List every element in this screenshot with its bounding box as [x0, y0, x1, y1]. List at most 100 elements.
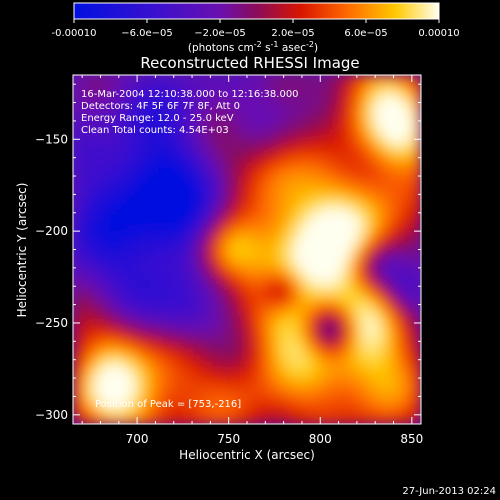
heatmap-cell [73, 321, 80, 329]
heatmap-cell [271, 393, 278, 401]
heatmap-cell [319, 81, 326, 88]
heatmap-cell [109, 249, 116, 257]
heatmap-cell [355, 231, 362, 239]
heatmap-cell [139, 357, 146, 365]
heatmap-cell [283, 99, 290, 106]
heatmap-cell [163, 111, 170, 118]
heatmap-cell [229, 309, 236, 317]
heatmap-cell [307, 177, 314, 184]
heatmap-cell [223, 159, 230, 166]
heatmap-cell [169, 387, 176, 395]
heatmap-cell [379, 393, 386, 401]
heatmap-cell [265, 207, 272, 214]
heatmap-cell [409, 159, 416, 166]
heatmap-cell [103, 285, 110, 293]
heatmap-cell [373, 183, 380, 190]
heatmap-cell [121, 291, 128, 299]
heatmap-cell [127, 381, 134, 389]
heatmap-cell [145, 111, 152, 118]
heatmap-cell [127, 225, 134, 233]
heatmap-cell [307, 123, 314, 130]
heatmap-cell [331, 285, 338, 293]
heatmap-cell [271, 249, 278, 257]
heatmap-cell [109, 231, 116, 239]
heatmap-cell [133, 333, 140, 341]
heatmap-cell [325, 153, 332, 160]
heatmap-cell [337, 375, 344, 383]
heatmap-cell [163, 321, 170, 329]
heatmap-cell [319, 207, 326, 214]
heatmap-cell [199, 81, 206, 88]
heatmap-cell [235, 321, 242, 329]
heatmap-cell [307, 225, 314, 233]
heatmap-cell [373, 201, 380, 208]
heatmap-cell [193, 333, 200, 341]
heatmap-cell [361, 297, 368, 305]
heatmap-cell [193, 267, 200, 275]
heatmap-cell [271, 351, 278, 359]
heatmap-cell [151, 375, 158, 383]
heatmap-cell [85, 267, 92, 275]
heatmap-cell [331, 99, 338, 106]
heatmap-cell [379, 207, 386, 214]
heatmap-cell [307, 243, 314, 251]
heatmap-cell [301, 303, 308, 311]
heatmap-cell [337, 411, 344, 419]
heatmap-cell [145, 87, 152, 94]
heatmap-cell [289, 243, 296, 251]
heatmap-cell [415, 231, 421, 239]
heatmap-cell [79, 399, 86, 407]
heatmap-cell [133, 189, 140, 196]
heatmap-cell [247, 105, 254, 112]
heatmap-cell [415, 105, 421, 112]
heatmap-cell [355, 195, 362, 202]
heatmap-cell [97, 249, 104, 257]
heatmap-cell [91, 369, 98, 377]
heatmap-cell [115, 123, 122, 130]
heatmap-cell [295, 405, 302, 413]
heatmap-cell [283, 159, 290, 166]
heatmap-cell [127, 93, 134, 100]
heatmap-cell [73, 165, 80, 172]
heatmap-cell [397, 267, 404, 275]
heatmap-cell [319, 87, 326, 94]
heatmap-cell [271, 99, 278, 106]
heatmap-cell [289, 141, 296, 148]
heatmap-cell [133, 75, 140, 82]
heatmap-cell [211, 363, 218, 371]
heatmap-cell [289, 261, 296, 269]
heatmap-cell [283, 345, 290, 353]
heatmap-cell [199, 267, 206, 275]
heatmap-cell [331, 183, 338, 190]
heatmap-cell [397, 117, 404, 124]
heatmap-cell [193, 231, 200, 239]
heatmap-cell [331, 393, 338, 401]
heatmap-cell [379, 375, 386, 383]
heatmap-cell [157, 417, 164, 424]
heatmap-cell [181, 231, 188, 239]
heatmap-cell [247, 231, 254, 239]
heatmap-cell [379, 177, 386, 184]
heatmap-cell [385, 249, 392, 257]
heatmap-cell [319, 399, 326, 407]
heatmap-cell [313, 327, 320, 335]
heatmap-cell [97, 291, 104, 299]
heatmap-cell [133, 339, 140, 347]
heatmap-cell [97, 243, 104, 251]
heatmap-cell [73, 99, 80, 106]
heatmap-cell [319, 117, 326, 124]
heatmap-cell [301, 345, 308, 353]
heatmap-cell [349, 189, 356, 196]
heatmap-cell [181, 381, 188, 389]
heatmap-cell [349, 153, 356, 160]
chart-title: Reconstructed RHESSI Image [140, 54, 359, 72]
heatmap-cell [307, 147, 314, 154]
heatmap-cell [355, 387, 362, 395]
heatmap-cell [241, 291, 248, 299]
heatmap-cell [241, 363, 248, 371]
heatmap-cell [169, 93, 176, 100]
heatmap-cell [187, 183, 194, 190]
heatmap-cell [181, 237, 188, 245]
heatmap-cell [91, 135, 98, 142]
colorbar-tick-label: −6.0e−05 [121, 28, 173, 39]
